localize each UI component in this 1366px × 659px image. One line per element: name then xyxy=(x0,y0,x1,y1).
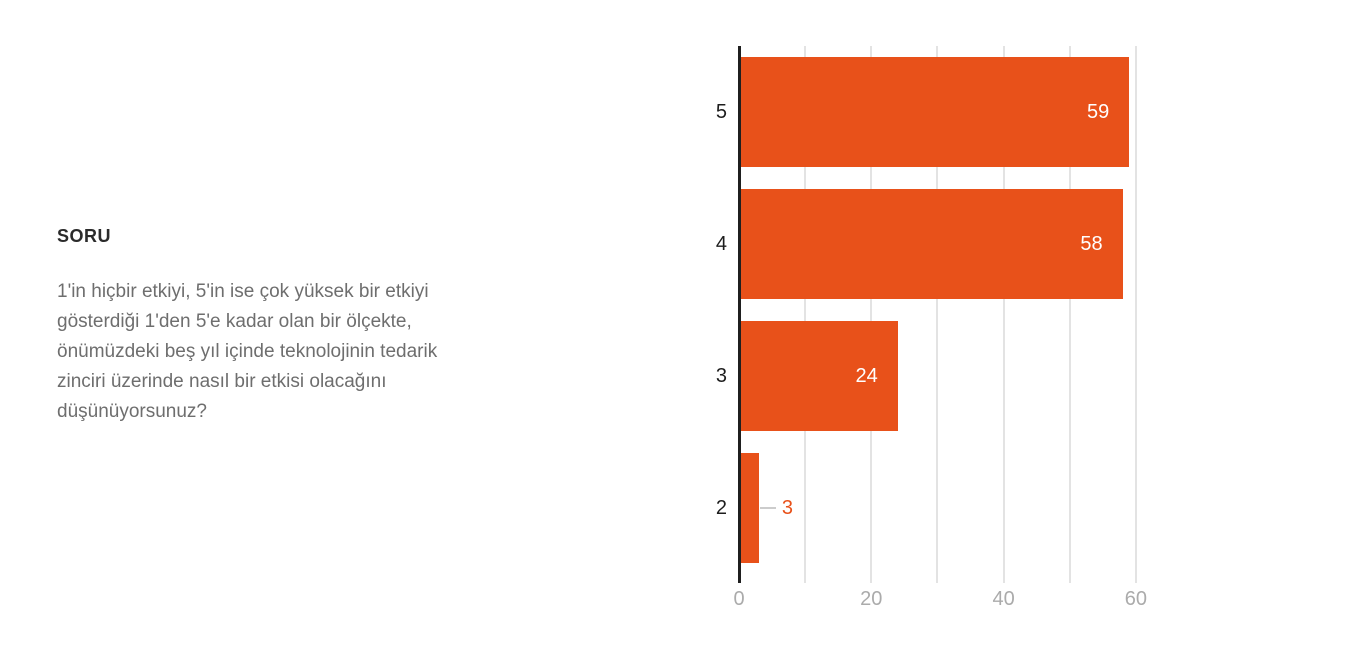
x-tick-label: 0 xyxy=(733,588,745,610)
question-panel: SORU 1'in hiçbir etkiyi, 5'in ise çok yü… xyxy=(57,226,527,427)
x-tick-label: 60 xyxy=(1124,588,1148,610)
category-label: 3 xyxy=(715,365,727,387)
gridline xyxy=(936,46,939,583)
bar-value-label: 58 xyxy=(1080,233,1103,255)
gridline xyxy=(870,46,873,583)
gridline xyxy=(1068,46,1071,583)
x-tick-label: 20 xyxy=(860,588,883,610)
category-label: 4 xyxy=(715,233,727,255)
category-label: 5 xyxy=(715,101,727,123)
bar-2 xyxy=(739,453,759,563)
question-text: 1'in hiçbir etkiyi, 5'in ise çok yüksek … xyxy=(57,281,438,422)
bar-value-label: 3 xyxy=(781,497,793,519)
bar-4: 58 xyxy=(739,189,1123,299)
question-title: SORU xyxy=(57,226,112,246)
leader-line xyxy=(759,507,776,509)
bar-3: 24 xyxy=(739,321,898,431)
bar-5: 59 xyxy=(739,57,1130,167)
gridline xyxy=(1134,46,1137,583)
bar-value-label: 24 xyxy=(855,365,878,387)
gridline xyxy=(1002,46,1005,583)
y-axis-line xyxy=(737,46,741,583)
category-label: 2 xyxy=(715,497,727,519)
x-tick-label: 40 xyxy=(992,588,1015,610)
bar-value-label: 59 xyxy=(1087,101,1110,123)
gridline xyxy=(804,46,807,583)
bar-chart-plot-area: 0 20 40 60 59 5 58 4 24 3 2 3 xyxy=(716,46,1179,610)
